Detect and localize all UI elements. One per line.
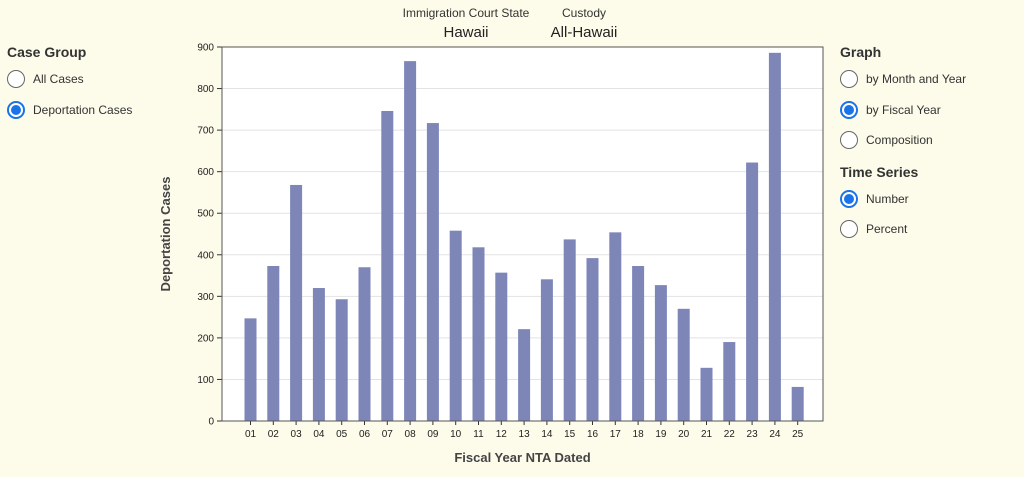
time-series-title: Time Series xyxy=(840,163,919,180)
x-axis-title: Fiscal Year NTA Dated xyxy=(454,450,590,465)
x-tick-label: 18 xyxy=(633,429,645,440)
x-tick-label: 04 xyxy=(313,429,325,440)
x-tick-label: 14 xyxy=(541,429,553,440)
bar xyxy=(700,367,713,421)
radio-deportation-cases[interactable]: Deportation Cases xyxy=(7,100,157,120)
bar xyxy=(518,329,531,421)
bar xyxy=(449,230,462,421)
y-axis-title: Deportation Cases xyxy=(158,177,173,292)
filter-court-state-label: Immigration Court State xyxy=(402,6,530,20)
y-tick-label: 200 xyxy=(197,333,214,344)
radio-composition-label: Composition xyxy=(866,133,933,147)
x-tick-label: 12 xyxy=(496,429,508,440)
x-tick-label: 09 xyxy=(427,429,439,440)
x-tick-label: 16 xyxy=(587,429,599,440)
bar xyxy=(495,272,508,421)
x-tick-label: 08 xyxy=(405,429,417,440)
x-tick-label: 22 xyxy=(724,429,736,440)
bar xyxy=(267,265,280,421)
radio-deportation-cases-label: Deportation Cases xyxy=(33,102,133,117)
radio-percent-label: Percent xyxy=(866,222,908,236)
x-tick-label: 13 xyxy=(519,429,531,440)
radio-by-month-year[interactable]: by Month and Year xyxy=(840,69,1020,89)
bar xyxy=(358,267,371,421)
bar xyxy=(677,308,690,421)
filter-court-state-value[interactable]: Hawaii xyxy=(443,24,489,41)
x-tick-label: 02 xyxy=(268,429,280,440)
y-tick-label: 800 xyxy=(197,84,214,95)
bar xyxy=(540,279,553,421)
radio-all-cases-label: All Cases xyxy=(33,72,84,86)
x-tick-label: 01 xyxy=(245,429,257,440)
plot-frame xyxy=(221,46,824,422)
radio-composition-icon[interactable] xyxy=(840,131,858,149)
filter-header: Immigration Court State Hawaii Custody A… xyxy=(0,6,1024,46)
radio-by-fiscal-year-icon[interactable] xyxy=(840,100,858,119)
y-tick-label: 0 xyxy=(208,417,214,428)
bar xyxy=(563,239,576,421)
radio-by-month-year-label: by Month and Year xyxy=(866,72,967,86)
bar xyxy=(472,247,485,421)
x-tick-label: 17 xyxy=(610,429,622,440)
radio-number-label: Number xyxy=(866,191,909,206)
y-tick-label: 500 xyxy=(197,209,214,220)
x-tick-label: 21 xyxy=(701,429,713,440)
filter-custody-label: Custody xyxy=(561,6,607,20)
radio-percent[interactable]: Percent xyxy=(840,219,1020,239)
x-tick-label: 06 xyxy=(359,429,371,440)
x-tick-label: 19 xyxy=(655,429,667,440)
y-tick-label: 300 xyxy=(197,292,214,303)
x-tick-label: 11 xyxy=(473,429,484,440)
radio-composition[interactable]: Composition xyxy=(840,130,1020,150)
x-tick-label: 25 xyxy=(792,429,804,440)
bar xyxy=(404,61,417,422)
x-tick-label: 23 xyxy=(747,429,759,440)
filter-court-state[interactable]: Immigration Court State Hawaii xyxy=(396,6,536,41)
y-tick-label: 700 xyxy=(197,126,214,137)
bar xyxy=(746,162,759,421)
x-tick-label: 10 xyxy=(450,429,462,440)
x-tick-label: 15 xyxy=(564,429,576,440)
filter-custody[interactable]: Custody All-Hawaii xyxy=(534,6,634,41)
radio-all-cases[interactable]: All Cases xyxy=(7,69,157,89)
radio-by-fiscal-year-label: by Fiscal Year xyxy=(866,102,941,117)
x-tick-label: 24 xyxy=(769,429,781,440)
bar xyxy=(609,232,622,421)
bar xyxy=(654,285,667,421)
x-tick-label: 05 xyxy=(336,429,348,440)
bar xyxy=(381,110,394,422)
graph-title: Graph xyxy=(840,44,882,60)
x-tick-label: 20 xyxy=(678,429,690,440)
bar xyxy=(723,342,736,421)
radio-by-month-year-icon[interactable] xyxy=(840,70,858,88)
case-group-panel: Case Group All Cases Deportation Cases xyxy=(7,44,157,130)
y-tick-label: 900 xyxy=(197,43,214,54)
y-tick-label: 100 xyxy=(197,375,214,386)
filter-custody-value[interactable]: All-Hawaii xyxy=(550,24,618,41)
case-group-title: Case Group xyxy=(7,44,87,60)
radio-deportation-cases-icon[interactable] xyxy=(7,100,25,119)
bar xyxy=(290,184,303,421)
bar xyxy=(244,318,257,421)
radio-by-fiscal-year[interactable]: by Fiscal Year xyxy=(840,100,1020,120)
bar xyxy=(768,52,781,421)
radio-number-icon[interactable] xyxy=(840,189,858,208)
bar xyxy=(632,265,645,421)
x-tick-label: 03 xyxy=(291,429,303,440)
radio-all-cases-icon[interactable] xyxy=(7,70,25,88)
y-tick-label: 400 xyxy=(197,250,214,261)
radio-number[interactable]: Number xyxy=(840,189,1020,209)
bar xyxy=(312,288,325,421)
bar xyxy=(791,386,804,421)
graph-options-panel: Graph by Month and Year by Fiscal Year C… xyxy=(840,44,1020,250)
bar xyxy=(335,299,348,421)
x-tick-label: 07 xyxy=(382,429,394,440)
y-tick-label: 600 xyxy=(197,167,214,178)
bar xyxy=(426,123,439,422)
bar xyxy=(586,258,599,421)
radio-percent-icon[interactable] xyxy=(840,220,858,238)
